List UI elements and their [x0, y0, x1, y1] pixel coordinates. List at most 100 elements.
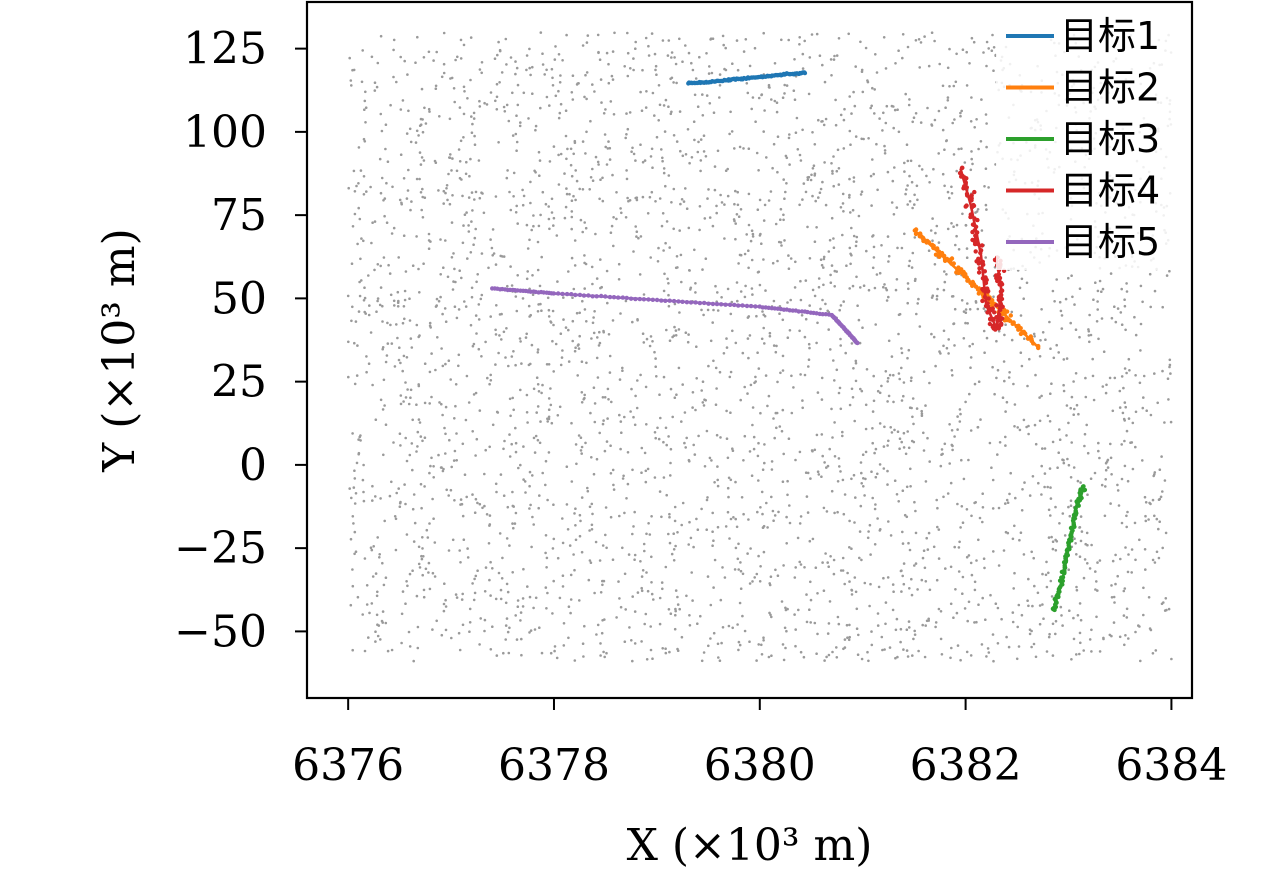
- clutter-point: [677, 366, 681, 370]
- clutter-point: [483, 629, 486, 633]
- clutter-point: [1072, 380, 1075, 383]
- clutter-point: [376, 61, 380, 65]
- clutter-point: [469, 323, 473, 327]
- clutter-point: [521, 597, 525, 600]
- clutter-point: [707, 364, 710, 368]
- clutter-point: [837, 622, 841, 626]
- clutter-point: [472, 598, 476, 602]
- clutter-point: [552, 579, 555, 583]
- clutter-point: [892, 590, 895, 593]
- clutter-point: [788, 133, 791, 136]
- clutter-point: [890, 355, 894, 358]
- clutter-point: [1089, 477, 1093, 481]
- clutter-point: [574, 538, 578, 542]
- clutter-point: [809, 477, 812, 480]
- clutter-point: [1122, 614, 1126, 617]
- clutter-point: [495, 654, 499, 657]
- clutter-point: [1022, 418, 1026, 422]
- clutter-point: [1078, 652, 1081, 656]
- clutter-point: [984, 167, 988, 170]
- clutter-point: [430, 456, 433, 460]
- clutter-point: [432, 59, 435, 62]
- clutter-point: [804, 317, 808, 321]
- clutter-point: [816, 470, 820, 474]
- series-point: [935, 246, 940, 251]
- clutter-point: [506, 505, 510, 509]
- clutter-point: [872, 374, 875, 378]
- clutter-point: [733, 147, 736, 150]
- clutter-point: [781, 354, 785, 358]
- clutter-point: [480, 293, 484, 297]
- clutter-point: [444, 191, 447, 195]
- clutter-point: [736, 299, 739, 303]
- clutter-point: [833, 455, 837, 458]
- clutter-point: [378, 157, 382, 161]
- clutter-point: [817, 285, 821, 289]
- clutter-point: [839, 407, 843, 411]
- clutter-point: [890, 104, 894, 108]
- series-point: [551, 291, 556, 296]
- clutter-point: [634, 225, 637, 228]
- clutter-point: [1057, 351, 1060, 354]
- clutter-point: [932, 167, 935, 171]
- clutter-point: [737, 215, 741, 218]
- clutter-point: [1018, 286, 1022, 290]
- clutter-point: [465, 211, 468, 214]
- clutter-point: [936, 506, 939, 510]
- clutter-point: [447, 494, 451, 497]
- clutter-point: [830, 74, 833, 77]
- clutter-point: [489, 594, 492, 597]
- clutter-point: [958, 420, 962, 423]
- clutter-point: [1070, 274, 1073, 278]
- clutter-point: [965, 247, 969, 250]
- clutter-point: [786, 493, 789, 497]
- clutter-point: [769, 575, 773, 578]
- clutter-point: [349, 603, 353, 607]
- series-3: [1050, 484, 1088, 613]
- clutter-point: [952, 616, 955, 619]
- clutter-point: [633, 642, 637, 645]
- clutter-point: [1078, 287, 1082, 291]
- clutter-point: [601, 176, 604, 180]
- clutter-point: [510, 355, 514, 358]
- clutter-point: [727, 495, 730, 499]
- clutter-point: [502, 105, 506, 109]
- clutter-point: [712, 539, 715, 542]
- clutter-point: [397, 487, 401, 490]
- series-point: [933, 252, 939, 257]
- clutter-point: [1153, 372, 1156, 375]
- clutter-point: [873, 286, 877, 290]
- clutter-point: [1157, 556, 1161, 560]
- clutter-point: [470, 131, 474, 134]
- clutter-point: [434, 84, 438, 88]
- clutter-point: [787, 254, 790, 257]
- clutter-point: [751, 293, 754, 296]
- clutter-point: [976, 208, 980, 211]
- clutter-point: [923, 655, 927, 659]
- series-point: [736, 303, 741, 308]
- series-point: [994, 315, 999, 320]
- clutter-point: [1037, 481, 1040, 485]
- clutter-point: [725, 437, 729, 441]
- clutter-point: [661, 647, 664, 650]
- clutter-point: [599, 654, 602, 657]
- clutter-point: [864, 450, 868, 454]
- series-point: [556, 291, 561, 296]
- clutter-point: [460, 178, 463, 181]
- clutter-point: [997, 329, 1001, 333]
- clutter-point: [583, 95, 586, 99]
- clutter-point: [370, 548, 374, 552]
- clutter-point: [427, 571, 430, 574]
- clutter-point: [612, 244, 615, 248]
- clutter-point: [598, 58, 602, 61]
- clutter-point: [615, 616, 618, 619]
- clutter-point: [588, 559, 592, 562]
- clutter-point: [1130, 571, 1133, 574]
- clutter-point: [540, 651, 544, 655]
- clutter-point: [742, 147, 745, 150]
- clutter-point: [376, 263, 380, 266]
- clutter-point: [478, 643, 481, 646]
- clutter-point: [670, 201, 673, 204]
- clutter-point: [580, 452, 583, 455]
- clutter-point: [353, 190, 357, 193]
